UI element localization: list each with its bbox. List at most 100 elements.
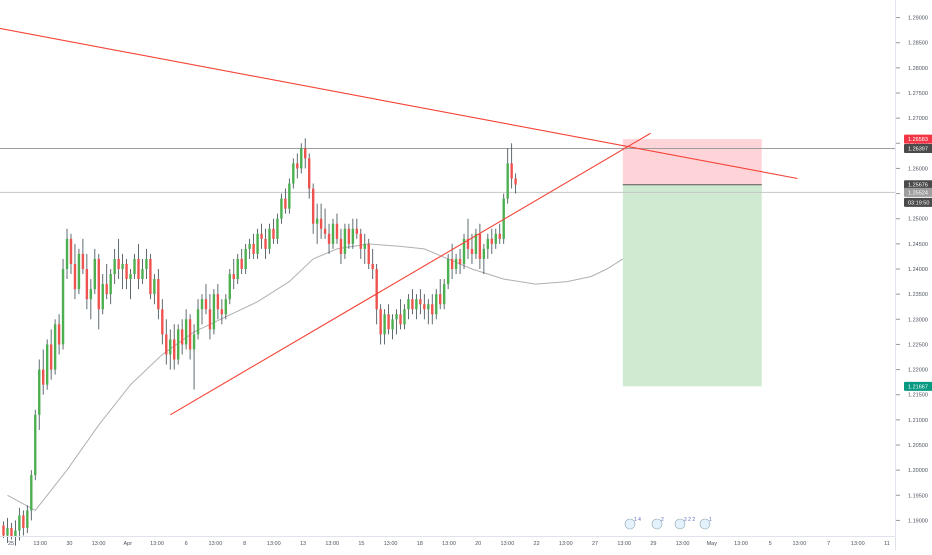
- candle-body: [62, 269, 64, 344]
- time-tick-label: 13:00: [325, 541, 339, 547]
- price-tick-label: 1.19000: [908, 518, 928, 524]
- candle-body: [141, 269, 143, 279]
- time-tick-label: 13:00: [209, 541, 223, 547]
- countdown-label: 03:19:50: [908, 200, 929, 206]
- candle-body: [233, 274, 235, 279]
- entry-tag-label: 1.25676: [908, 183, 928, 189]
- candle-body: [471, 249, 473, 254]
- stop-loss-zone[interactable]: [623, 139, 762, 185]
- candle: [46, 339, 48, 389]
- high-line-tag-label: 1.26397: [908, 146, 928, 152]
- candle-body: [225, 299, 227, 314]
- candle-body: [137, 259, 139, 279]
- candle-body: [10, 528, 12, 537]
- time-tick-label: 13: [300, 541, 306, 547]
- price-tick-label: 1.22000: [908, 368, 928, 374]
- candle-body: [332, 224, 334, 244]
- time-tick-label: 6: [185, 541, 188, 547]
- candle-body: [312, 189, 314, 224]
- price-tick-label: 1.20000: [908, 468, 928, 474]
- candle-body: [125, 264, 127, 279]
- candle-body: [360, 234, 362, 249]
- position-zones: [623, 139, 762, 386]
- candle-body: [185, 319, 187, 344]
- candle-body: [395, 314, 397, 319]
- candle-body: [308, 158, 310, 188]
- candle-body: [106, 284, 108, 294]
- candle-body: [117, 259, 119, 269]
- candle-body: [78, 254, 80, 289]
- event-count: 1 4: [634, 517, 641, 523]
- candle-body: [399, 314, 401, 324]
- time-tick-label: 13:00: [559, 541, 573, 547]
- candle-body: [260, 234, 262, 239]
- price-tick-label: 1.21500: [908, 393, 928, 399]
- candle-body: [209, 309, 211, 329]
- candle-body: [296, 163, 298, 168]
- candle-body: [383, 314, 385, 334]
- candle-body: [221, 309, 223, 314]
- candle-body: [316, 219, 318, 224]
- candle-body: [499, 234, 501, 239]
- price-tick-label: 1.23000: [908, 317, 928, 323]
- candle-body: [300, 148, 302, 168]
- candle-body: [42, 370, 44, 385]
- candle-body: [375, 269, 377, 309]
- candle-body: [415, 299, 417, 309]
- time-tick-label: 13:00: [734, 541, 748, 547]
- candle-body: [372, 264, 374, 269]
- candle-body: [217, 294, 219, 309]
- candle-body: [459, 259, 461, 264]
- candle-body: [22, 515, 24, 528]
- candle-body: [94, 259, 96, 289]
- time-tick-label: 8: [243, 541, 246, 547]
- candle-body: [272, 229, 274, 239]
- time-tick-label: 13:00: [501, 541, 515, 547]
- candle-body: [379, 309, 381, 334]
- candle: [54, 319, 56, 374]
- time-tick-label: 13:00: [793, 541, 807, 547]
- candle-body: [324, 229, 326, 234]
- candle-body: [102, 284, 104, 309]
- candle-body: [197, 309, 199, 334]
- candle-body: [276, 219, 278, 239]
- candle-body: [165, 334, 167, 354]
- time-tick-label: 13:00: [851, 541, 865, 547]
- candle-body: [280, 199, 282, 219]
- time-tick-label: 13:00: [33, 541, 47, 547]
- candle-body: [177, 329, 179, 359]
- price-tick-label: 1.19500: [908, 493, 928, 499]
- candle-body: [248, 244, 250, 249]
- candle-body: [479, 234, 481, 259]
- candle-body: [46, 344, 48, 384]
- time-tick-label: 15: [358, 541, 364, 547]
- time-tick-label: 13:00: [267, 541, 281, 547]
- candle-body: [34, 415, 36, 475]
- candle-body: [54, 324, 56, 369]
- candle-body: [491, 239, 493, 244]
- price-tick-label: 1.22500: [908, 342, 928, 348]
- current-tag-label: 1.25524: [908, 190, 928, 196]
- candle: [78, 249, 80, 294]
- candle-body: [483, 249, 485, 259]
- candle: [34, 410, 36, 480]
- candle-body: [201, 299, 203, 309]
- candle-body: [431, 304, 433, 314]
- candle-body: [419, 299, 421, 304]
- candle-body: [149, 259, 151, 294]
- candle-body: [411, 299, 413, 309]
- take-profit-zone[interactable]: [623, 185, 762, 387]
- candle: [288, 178, 290, 213]
- price-tick-label: 1.28000: [908, 66, 928, 72]
- candle-body: [443, 284, 445, 304]
- candle-body: [292, 163, 294, 183]
- candle-body: [38, 370, 40, 415]
- candle: [62, 259, 64, 350]
- candle-body: [133, 259, 135, 274]
- candle-body: [356, 229, 358, 234]
- event-count: 2 2 2: [684, 517, 695, 523]
- candle-body: [86, 269, 88, 299]
- candle: [149, 254, 151, 299]
